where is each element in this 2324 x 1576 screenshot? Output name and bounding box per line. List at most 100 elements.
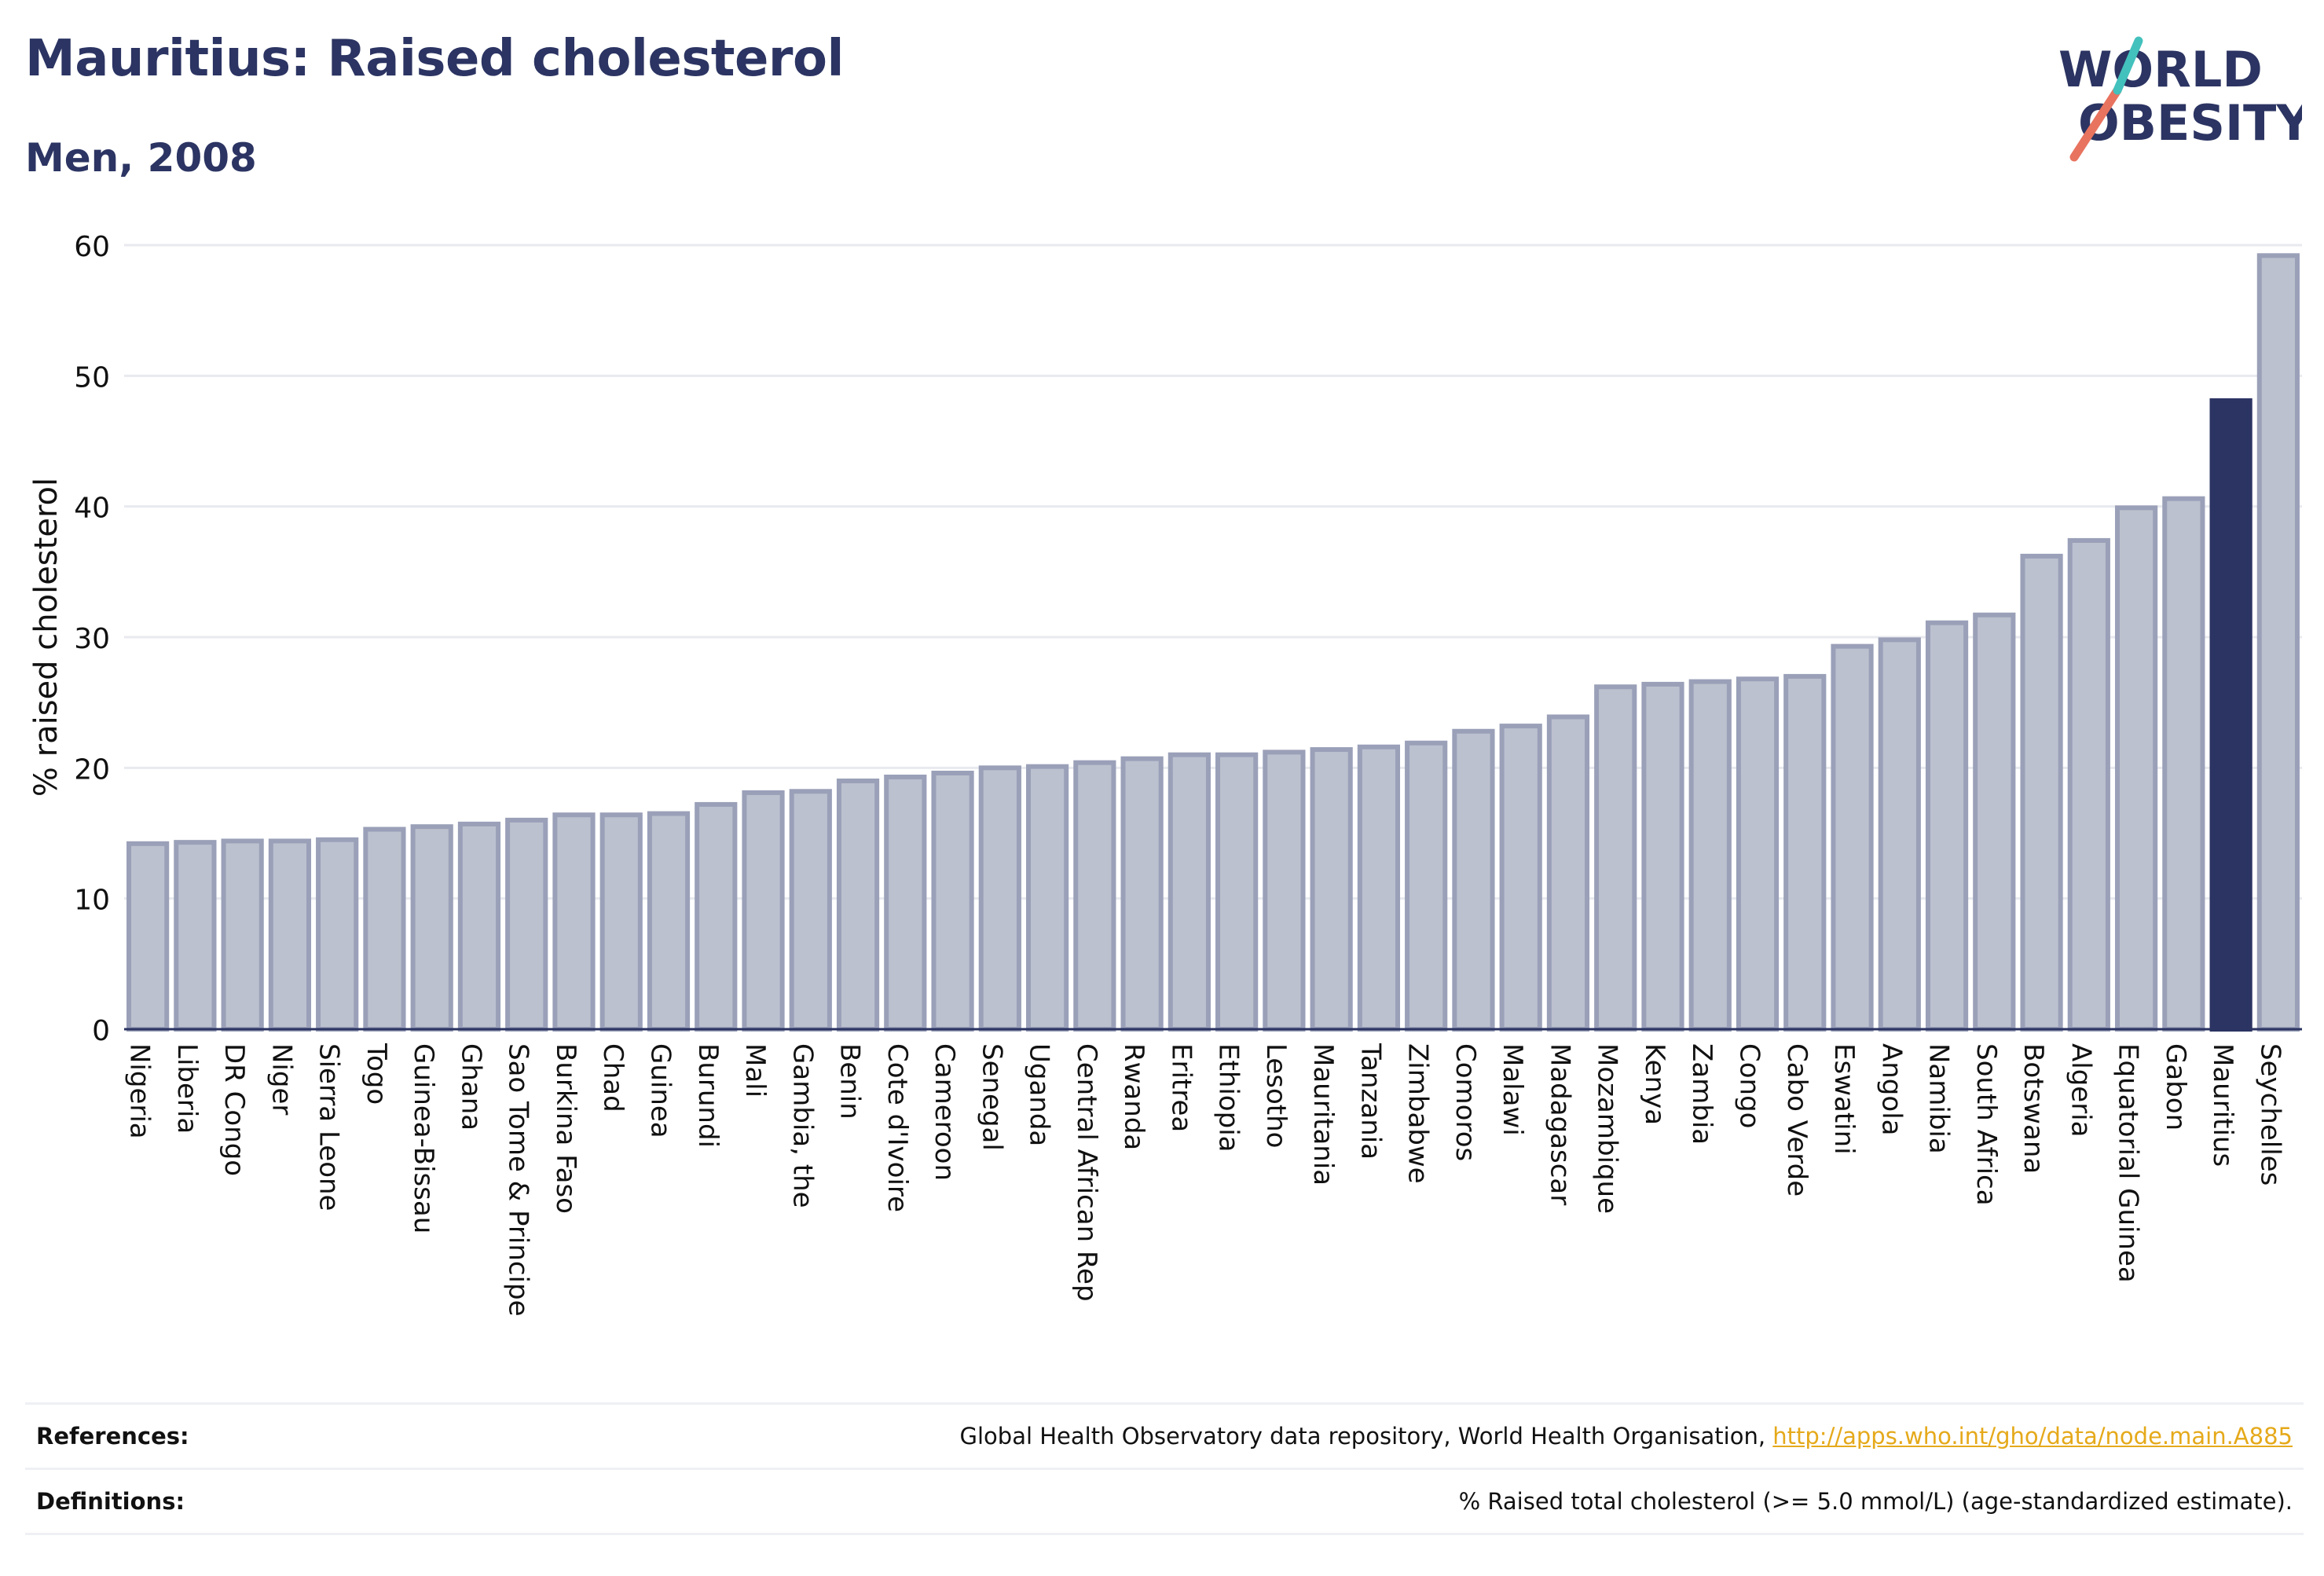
references-label: References: — [36, 1423, 189, 1450]
bar-layer — [126, 253, 2300, 1032]
bar-senegal — [978, 765, 1021, 1032]
bar-cabo-verde — [1783, 673, 1827, 1032]
x-tick-label: Equatorial Guinea — [2113, 1043, 2144, 1283]
bar-zambia — [1688, 679, 1732, 1032]
bar-liberia — [174, 840, 217, 1032]
x-tick-label: Eritrea — [1165, 1043, 1197, 1132]
y-tick-label: 10 — [74, 885, 110, 917]
x-tick-label: Chad — [597, 1043, 629, 1112]
bar-botswana — [2020, 553, 2063, 1032]
bar-seychelles — [2256, 253, 2300, 1032]
x-tick-label: Burundi — [692, 1043, 724, 1148]
x-tick-label: Togo — [361, 1043, 392, 1105]
y-tick-label: 20 — [74, 753, 110, 786]
x-tick-label: DR Congo — [218, 1043, 250, 1176]
x-tick-label: Sierra Leone — [313, 1043, 345, 1211]
x-tick-label: Mozambique — [1592, 1043, 1623, 1214]
bar-gambia-the — [789, 789, 832, 1032]
bar-rwanda — [1120, 756, 1164, 1032]
x-tick-label: Congo — [1734, 1043, 1765, 1128]
x-tick-label: Gabon — [2160, 1043, 2191, 1131]
y-tick-label: 50 — [74, 361, 110, 394]
x-tick-label: Benin — [834, 1043, 866, 1120]
x-tick-label: Angola — [1875, 1043, 1907, 1135]
bar-guinea — [647, 811, 691, 1032]
x-tick-label: Senegal — [976, 1043, 1007, 1151]
bar-madagascar — [1546, 714, 1590, 1032]
bar-togo — [363, 826, 406, 1032]
x-tick-label: Botswana — [2018, 1043, 2049, 1174]
bar-tanzania — [1357, 744, 1401, 1032]
bar-nigeria — [126, 841, 170, 1032]
references-value: Global Health Observatory data repositor… — [960, 1423, 2304, 1450]
x-tick-label: Madagascar — [1544, 1043, 1575, 1205]
bar-lesotho — [1263, 750, 1306, 1032]
bar-niger — [268, 838, 312, 1032]
x-tick-label: Lesotho — [1260, 1043, 1292, 1148]
bar-dr-congo — [221, 838, 264, 1032]
x-tick-label: Mauritius — [2207, 1043, 2238, 1167]
chart-title: Mauritius: Raised cholesterol — [25, 30, 844, 88]
bar-mauritania — [1310, 747, 1353, 1032]
x-tick-label: Cameroon — [929, 1043, 960, 1181]
y-tick-label: 40 — [74, 493, 110, 525]
x-tick-label: Sao Tome & Principe — [503, 1043, 534, 1317]
references-text: Global Health Observatory data repositor… — [959, 1423, 1773, 1450]
bar-benin — [836, 778, 880, 1032]
bar-ethiopia — [1215, 752, 1259, 1032]
x-tick-label: Nigeria — [124, 1043, 156, 1139]
x-tick-label: Comoros — [1450, 1043, 1481, 1161]
world-obesity-logo: WORLD OBESITY — [2058, 36, 2302, 162]
x-tick-label: Niger — [266, 1043, 297, 1115]
bar-zimbabwe — [1405, 740, 1448, 1032]
x-tick-label: Ghana — [455, 1043, 486, 1131]
bar-equatorial-guinea — [2114, 505, 2158, 1032]
bar-uganda — [1025, 764, 1069, 1032]
bar-mali — [742, 790, 785, 1032]
x-tick-label: Uganda — [1024, 1043, 1055, 1146]
x-tick-label: Algeria — [2065, 1043, 2096, 1137]
logo-line-1: WORLD — [2058, 41, 2263, 98]
bar-malawi — [1499, 724, 1542, 1032]
chart-subtitle: Men, 2008 — [25, 135, 257, 181]
bar-algeria — [2067, 537, 2110, 1032]
y-tick-label: 0 — [92, 1015, 110, 1047]
x-tick-label: Zambia — [1686, 1043, 1717, 1145]
bar-central-african-rep — [1073, 760, 1116, 1032]
bar-cameroon — [931, 770, 974, 1032]
x-tick-label: Eswatini — [1828, 1043, 1860, 1155]
definitions-row: Definitions: % Raised total cholesterol … — [25, 1468, 2304, 1535]
x-tick-label: Rwanda — [1118, 1043, 1149, 1150]
x-tick-label: Liberia — [171, 1043, 203, 1134]
x-tick-label: Seychelles — [2254, 1043, 2286, 1186]
bar-sierra-leone — [316, 837, 359, 1032]
logo-slash-coral — [2069, 86, 2122, 162]
bar-guinea-bissau — [410, 824, 453, 1032]
x-tick-label: Zimbabwe — [1402, 1043, 1434, 1184]
bar-kenya — [1641, 681, 1684, 1032]
x-tick-label: South Africa — [1970, 1043, 2002, 1206]
x-tick-label: Gambia, the — [786, 1043, 818, 1208]
bar-ghana — [457, 821, 501, 1032]
bar-mozambique — [1594, 684, 1637, 1032]
bar-south-africa — [1973, 612, 2016, 1032]
definitions-text: % Raised total cholesterol (>= 5.0 mmol/… — [1458, 1488, 2293, 1515]
references-link[interactable]: http://apps.who.int/gho/data/node.main.A… — [1772, 1423, 2293, 1450]
logo-slash-teal — [2113, 36, 2143, 95]
x-tick-label: Mali — [739, 1043, 771, 1098]
y-axis-label: % raised cholesterol — [28, 478, 64, 797]
bar-chad — [599, 812, 643, 1032]
y-tick-label: 30 — [74, 623, 110, 655]
x-tick-label: Kenya — [1639, 1043, 1670, 1125]
axis-layer: 0 10 20 30 40 50 60 Nigeria Liberia DR Congo Niger… — [74, 231, 2302, 1317]
x-tick-label: Malawi — [1497, 1043, 1528, 1136]
x-tick-label: Tanzania — [1354, 1043, 1386, 1160]
x-tick-label: Ethiopia — [1213, 1043, 1244, 1152]
x-tick-label: Burkina Faso — [550, 1043, 581, 1214]
bar-burkina-faso — [552, 812, 596, 1032]
bar-burundi — [695, 801, 738, 1032]
x-tick-label: Namibia — [1923, 1043, 1955, 1154]
bar-gabon — [2162, 496, 2205, 1032]
references-row: References: Global Health Observatory da… — [25, 1402, 2304, 1468]
bar-cote-d-ivoire — [884, 774, 927, 1032]
